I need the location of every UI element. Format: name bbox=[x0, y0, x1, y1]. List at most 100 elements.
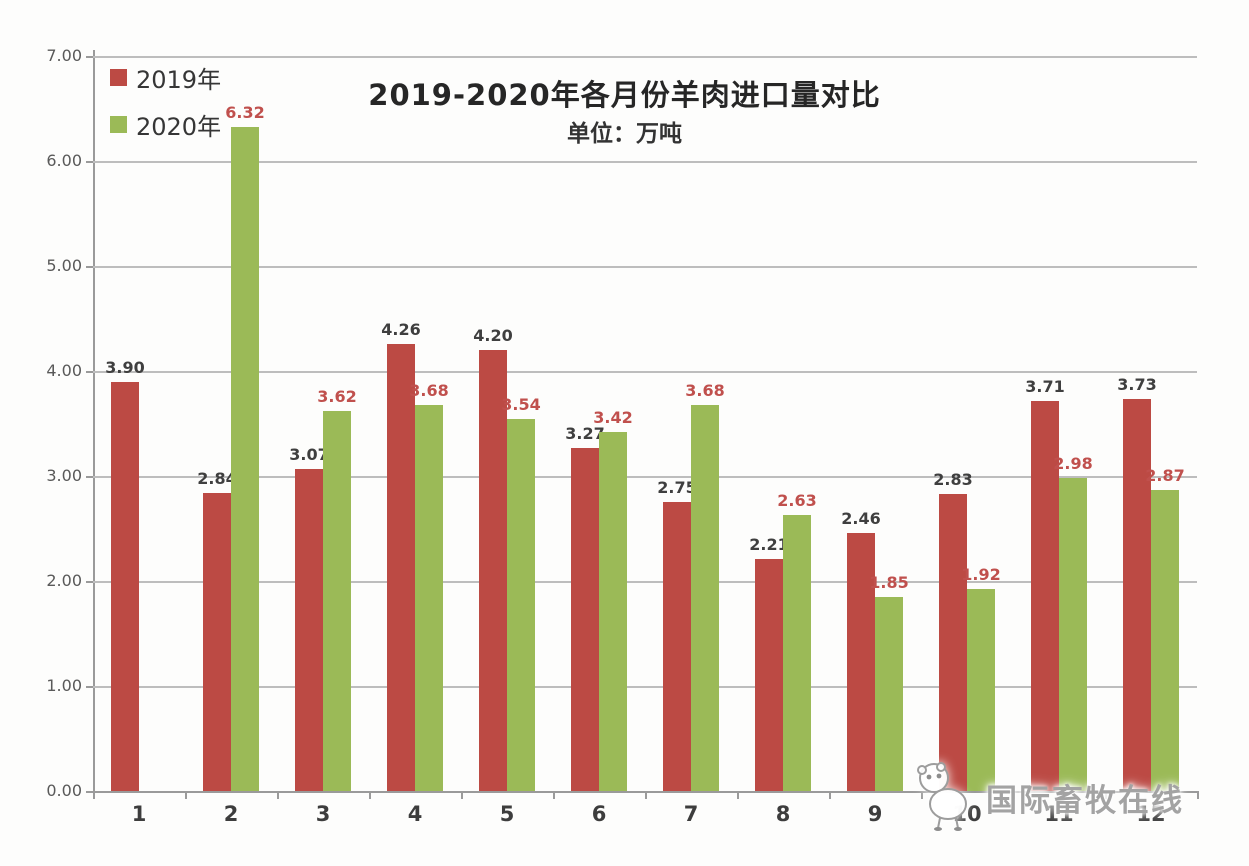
legend-swatch-2019 bbox=[110, 68, 127, 86]
value-label-2019-month-3: 3.07 bbox=[289, 444, 329, 464]
value-label-2019-month-7: 2.75 bbox=[657, 478, 697, 498]
value-label-2020-month-7: 3.68 bbox=[685, 380, 725, 400]
bar-2019-month-1 bbox=[111, 381, 139, 791]
gridline-5 bbox=[93, 266, 1197, 268]
gridline-3 bbox=[93, 476, 1197, 478]
bar-2020-month-10 bbox=[967, 589, 995, 791]
chart-title: 2019-2020年各月份羊肉进口量对比 bbox=[368, 78, 881, 112]
bar-2020-month-2 bbox=[231, 127, 259, 791]
x-axis-tick bbox=[185, 792, 187, 799]
x-tick-label-month-11: 11 bbox=[1044, 802, 1074, 826]
y-axis-tick bbox=[86, 266, 93, 268]
x-tick-label-month-2: 2 bbox=[223, 802, 239, 826]
bar-2019-month-7 bbox=[663, 502, 691, 791]
x-tick-label-month-9: 9 bbox=[867, 802, 883, 826]
y-axis-tick bbox=[86, 686, 93, 688]
value-label-2020-month-9: 1.85 bbox=[869, 572, 909, 592]
bar-2020-month-5 bbox=[507, 419, 535, 791]
value-label-2020-month-4: 3.68 bbox=[409, 380, 449, 400]
x-axis-tick bbox=[369, 792, 371, 799]
bar-2020-month-6 bbox=[599, 431, 627, 791]
sheep-mascot-icon bbox=[917, 762, 967, 831]
x-axis-tick bbox=[461, 792, 463, 799]
legend-item-2020: 2020年 bbox=[110, 109, 222, 141]
value-label-2019-month-10: 2.83 bbox=[933, 469, 973, 489]
value-label-2019-month-1: 3.90 bbox=[105, 357, 145, 377]
x-tick-label-month-4: 4 bbox=[407, 802, 423, 826]
value-label-2020-month-3: 3.62 bbox=[317, 386, 357, 406]
legend-swatch-2020 bbox=[110, 115, 127, 133]
x-tick-label-month-1: 1 bbox=[131, 802, 147, 826]
value-label-2020-month-8: 2.63 bbox=[777, 490, 817, 510]
value-label-2019-month-5: 4.20 bbox=[473, 326, 513, 345]
y-tick-label: 4.00 bbox=[46, 361, 82, 380]
x-tick-label-month-5: 5 bbox=[499, 802, 515, 826]
value-label-2020-month-6: 3.42 bbox=[593, 407, 633, 427]
x-axis-tick bbox=[645, 792, 647, 799]
x-tick-label-month-8: 8 bbox=[775, 802, 791, 826]
bar-2020-month-8 bbox=[783, 514, 811, 791]
gridline-7 bbox=[93, 56, 1197, 58]
y-axis-tick bbox=[86, 371, 93, 373]
y-axis-tick bbox=[86, 161, 93, 163]
legend-item-2019: 2019年 bbox=[110, 62, 222, 94]
bar-2020-month-4 bbox=[415, 404, 443, 791]
x-axis-tick bbox=[1197, 792, 1199, 799]
watermark: 国际畜牧在线 bbox=[908, 760, 1184, 834]
value-label-2020-month-12: 2.87 bbox=[1145, 465, 1185, 485]
value-label-2019-month-12: 3.73 bbox=[1117, 375, 1157, 395]
legend: 2019年 2020年 bbox=[110, 62, 221, 156]
chart-subtitle: 单位：万吨 bbox=[567, 121, 682, 147]
value-label-2019-month-4: 4.26 bbox=[381, 319, 421, 339]
y-tick-label: 0.00 bbox=[46, 781, 82, 800]
gridline-6 bbox=[93, 161, 1197, 163]
x-axis-tick bbox=[921, 792, 923, 799]
bar-2019-month-8 bbox=[755, 558, 783, 791]
y-tick-label: 5.00 bbox=[46, 256, 82, 275]
bar-2019-month-6 bbox=[571, 447, 599, 791]
x-tick-label-month-3: 3 bbox=[315, 802, 331, 826]
bar-2019-month-9 bbox=[847, 532, 875, 791]
legend-label-2019: 2019年 bbox=[136, 65, 222, 94]
x-tick-label-month-6: 6 bbox=[591, 802, 607, 826]
bar-2020-month-9 bbox=[875, 596, 903, 791]
value-label-2019-month-2: 2.84 bbox=[197, 468, 237, 488]
y-axis-tick bbox=[86, 581, 93, 583]
x-axis-tick bbox=[277, 792, 279, 799]
watermark-text: 国际畜牧在线 bbox=[986, 782, 1184, 819]
bar-2020-month-11 bbox=[1059, 478, 1087, 791]
y-axis-tick bbox=[86, 791, 93, 793]
bar-2019-month-10 bbox=[939, 493, 967, 791]
x-axis-tick bbox=[1105, 792, 1107, 799]
legend-label-2020: 2020年 bbox=[136, 112, 222, 141]
bar-2019-month-3 bbox=[295, 468, 323, 791]
x-axis-tick bbox=[93, 792, 95, 799]
bar-2019-month-5 bbox=[479, 350, 507, 791]
y-axis-tick bbox=[86, 476, 93, 478]
y-tick-label: 6.00 bbox=[46, 151, 82, 170]
value-label-2019-month-9: 2.46 bbox=[841, 508, 881, 528]
y-tick-label: 7.00 bbox=[46, 46, 82, 65]
bar-2020-month-7 bbox=[691, 404, 719, 791]
bar-2019-month-2 bbox=[203, 492, 231, 791]
bar-2019-month-11 bbox=[1031, 401, 1059, 791]
x-tick-label-month-12: 12 bbox=[1136, 802, 1166, 826]
y-axis-tick bbox=[86, 56, 93, 58]
value-label-2019-month-11: 3.71 bbox=[1025, 377, 1065, 397]
plot-area: 3.90 2.84 6.32 3.07 3.62 4.26 3.68 4.20 3.54 3.27… bbox=[93, 56, 1197, 791]
value-label-2019-month-8: 2.21 bbox=[749, 534, 789, 554]
x-axis-tick bbox=[829, 792, 831, 799]
value-label-2020-month-11: 2.98 bbox=[1053, 454, 1093, 474]
x-axis-tick bbox=[1013, 792, 1015, 799]
y-axis-line bbox=[93, 50, 95, 791]
value-label-2020-month-10: 1.92 bbox=[961, 565, 1001, 585]
y-tick-label: 2.00 bbox=[46, 571, 82, 590]
gridline-1 bbox=[93, 686, 1197, 688]
value-label-2020-month-5: 3.54 bbox=[501, 395, 541, 415]
bar-2019-month-12 bbox=[1123, 399, 1151, 791]
bar-2020-month-3 bbox=[323, 410, 351, 791]
gridline-2 bbox=[93, 581, 1197, 583]
gridline-4 bbox=[93, 371, 1197, 373]
x-axis-tick bbox=[553, 792, 555, 799]
